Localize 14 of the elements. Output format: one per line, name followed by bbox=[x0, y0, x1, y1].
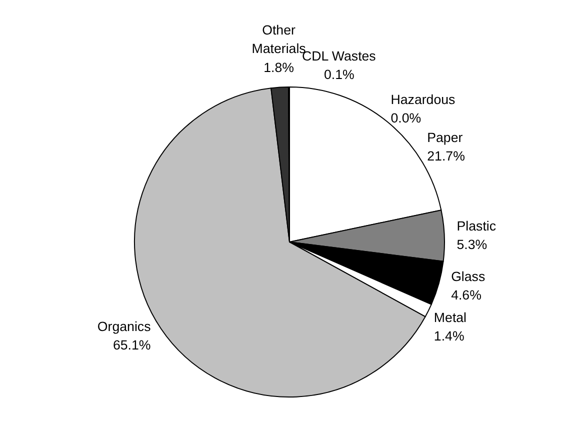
data-label: 4.6% bbox=[451, 288, 482, 303]
slice-label: Organics bbox=[97, 318, 152, 334]
data-label: 5.3% bbox=[456, 237, 488, 252]
data-label: 1.4% bbox=[434, 328, 464, 344]
data-label: 0.1% bbox=[324, 67, 355, 82]
data-label: 21.7% bbox=[427, 148, 466, 164]
category-label: Hazardous bbox=[390, 92, 456, 107]
text: 0.0% bbox=[390, 110, 422, 126]
slice-label: Glass bbox=[451, 268, 486, 284]
slice-label: Metal bbox=[434, 310, 467, 325]
slice-label: Paper bbox=[427, 130, 464, 145]
data-label: 1.8% bbox=[264, 60, 294, 75]
slice-label: Plastic bbox=[456, 218, 496, 234]
data-label: 65.1% bbox=[112, 338, 151, 353]
